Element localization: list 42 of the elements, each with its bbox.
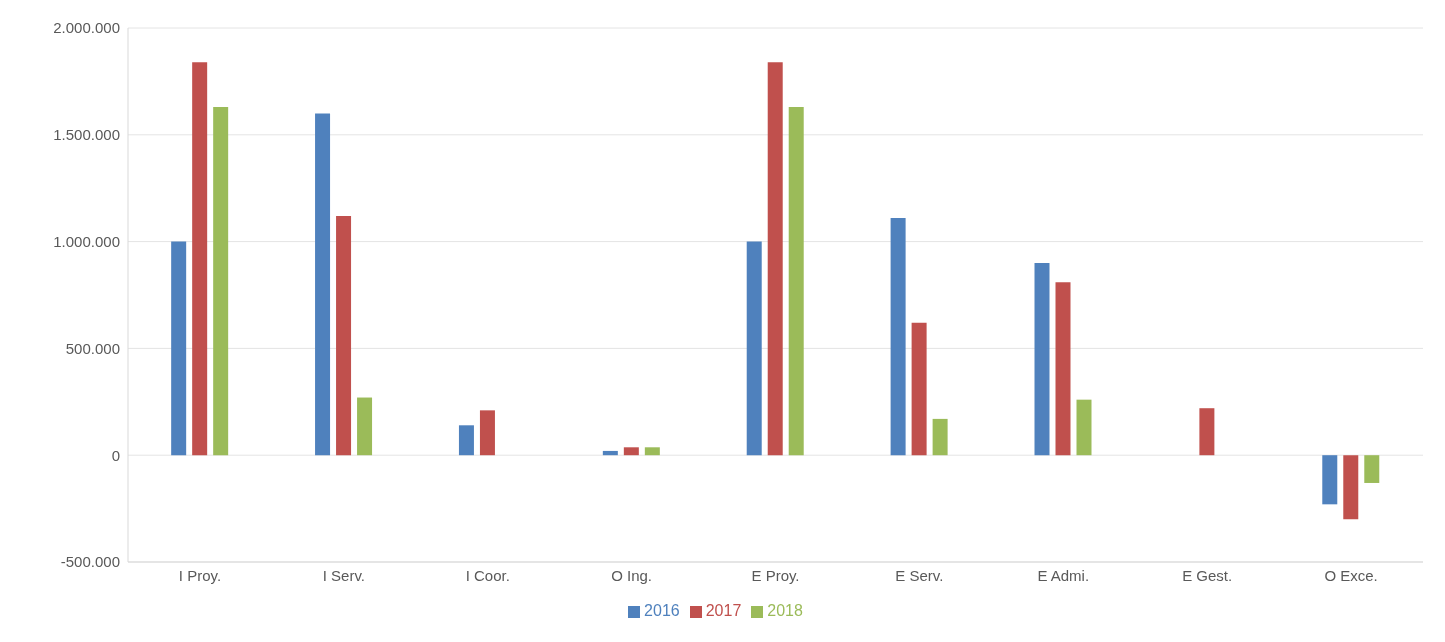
bar — [767, 62, 783, 456]
bar — [458, 425, 474, 456]
x-tick-label: E Proy. — [751, 566, 800, 584]
x-tick-label: E Serv. — [895, 566, 944, 584]
bar — [1343, 455, 1359, 520]
bar — [746, 241, 762, 456]
legend-label: 2017 — [705, 602, 742, 619]
bar — [192, 62, 208, 456]
bar — [171, 241, 187, 456]
bar — [890, 218, 906, 456]
y-tick-label: -500.000 — [60, 553, 120, 571]
x-tick-label: E Admi. — [1037, 566, 1090, 584]
y-tick-label: 1.500.000 — [53, 126, 120, 144]
bar — [357, 397, 373, 456]
y-tick-label: 1.000.000 — [53, 232, 120, 250]
bar — [1199, 408, 1215, 456]
y-tick-label: 500.000 — [65, 339, 120, 357]
y-tick-label: 0 — [111, 446, 120, 464]
x-tick-label: I Serv. — [322, 566, 365, 584]
legend-label: 2018 — [767, 602, 803, 619]
bar — [1076, 399, 1092, 456]
bar — [911, 322, 927, 456]
x-tick-label: I Coor. — [465, 566, 510, 584]
x-tick-label: O Ing. — [611, 566, 653, 584]
legend-label: 2016 — [644, 602, 680, 619]
bar — [213, 107, 229, 456]
bar — [1055, 282, 1071, 456]
bar — [1322, 455, 1338, 505]
bar — [479, 410, 495, 456]
bar — [932, 418, 948, 456]
bar — [644, 447, 660, 456]
bar — [315, 113, 331, 456]
bar — [336, 215, 352, 456]
x-tick-label: O Exce. — [1324, 566, 1378, 584]
bar — [623, 447, 639, 456]
bar — [602, 450, 618, 456]
bar — [1364, 455, 1380, 483]
x-tick-label: I Proy. — [178, 566, 222, 584]
y-tick-label: 2.000.000 — [53, 19, 120, 37]
bar — [1034, 262, 1050, 456]
x-tick-label: E Gest. — [1182, 566, 1233, 584]
bar — [788, 107, 804, 456]
